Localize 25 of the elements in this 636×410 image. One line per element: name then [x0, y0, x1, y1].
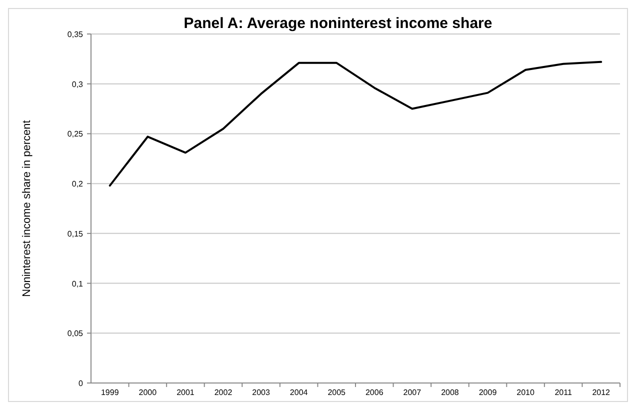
x-tick-label: 2007 [403, 388, 422, 397]
x-tick-label: 1999 [100, 388, 120, 397]
y-tick-label: 0,2 [72, 180, 84, 189]
y-tick-label: 0,1 [72, 279, 84, 288]
y-tick-label: 0,15 [67, 229, 84, 238]
x-tick-label: 2005 [328, 388, 346, 397]
y-tick-label: 0,05 [67, 329, 84, 338]
x-tick-label: 2003 [252, 388, 270, 397]
y-tick-label: 0,35 [67, 30, 84, 39]
y-axis-title: Noninterest income share in percent [21, 120, 33, 297]
x-tick-label: 2000 [138, 388, 158, 397]
x-tick-label: 2001 [176, 388, 195, 397]
x-tick-label: 2006 [365, 388, 384, 397]
x-tick-label: 2008 [441, 388, 460, 397]
x-tick-label: 2009 [478, 388, 498, 397]
y-tick-label: 0,3 [72, 80, 84, 89]
line-series [108, 60, 602, 187]
x-tick-label: 2002 [214, 388, 233, 397]
x-tick-label: 2004 [290, 388, 308, 397]
x-tick-label: 2010 [516, 388, 535, 397]
x-tick-label: 2011 [554, 388, 572, 397]
y-tick-label: 0,25 [67, 130, 84, 139]
y-tick-label: 0 [78, 379, 84, 388]
chart-title: Panel A: Average noninterest income share [184, 15, 492, 32]
x-tick-label: 2012 [592, 388, 611, 397]
